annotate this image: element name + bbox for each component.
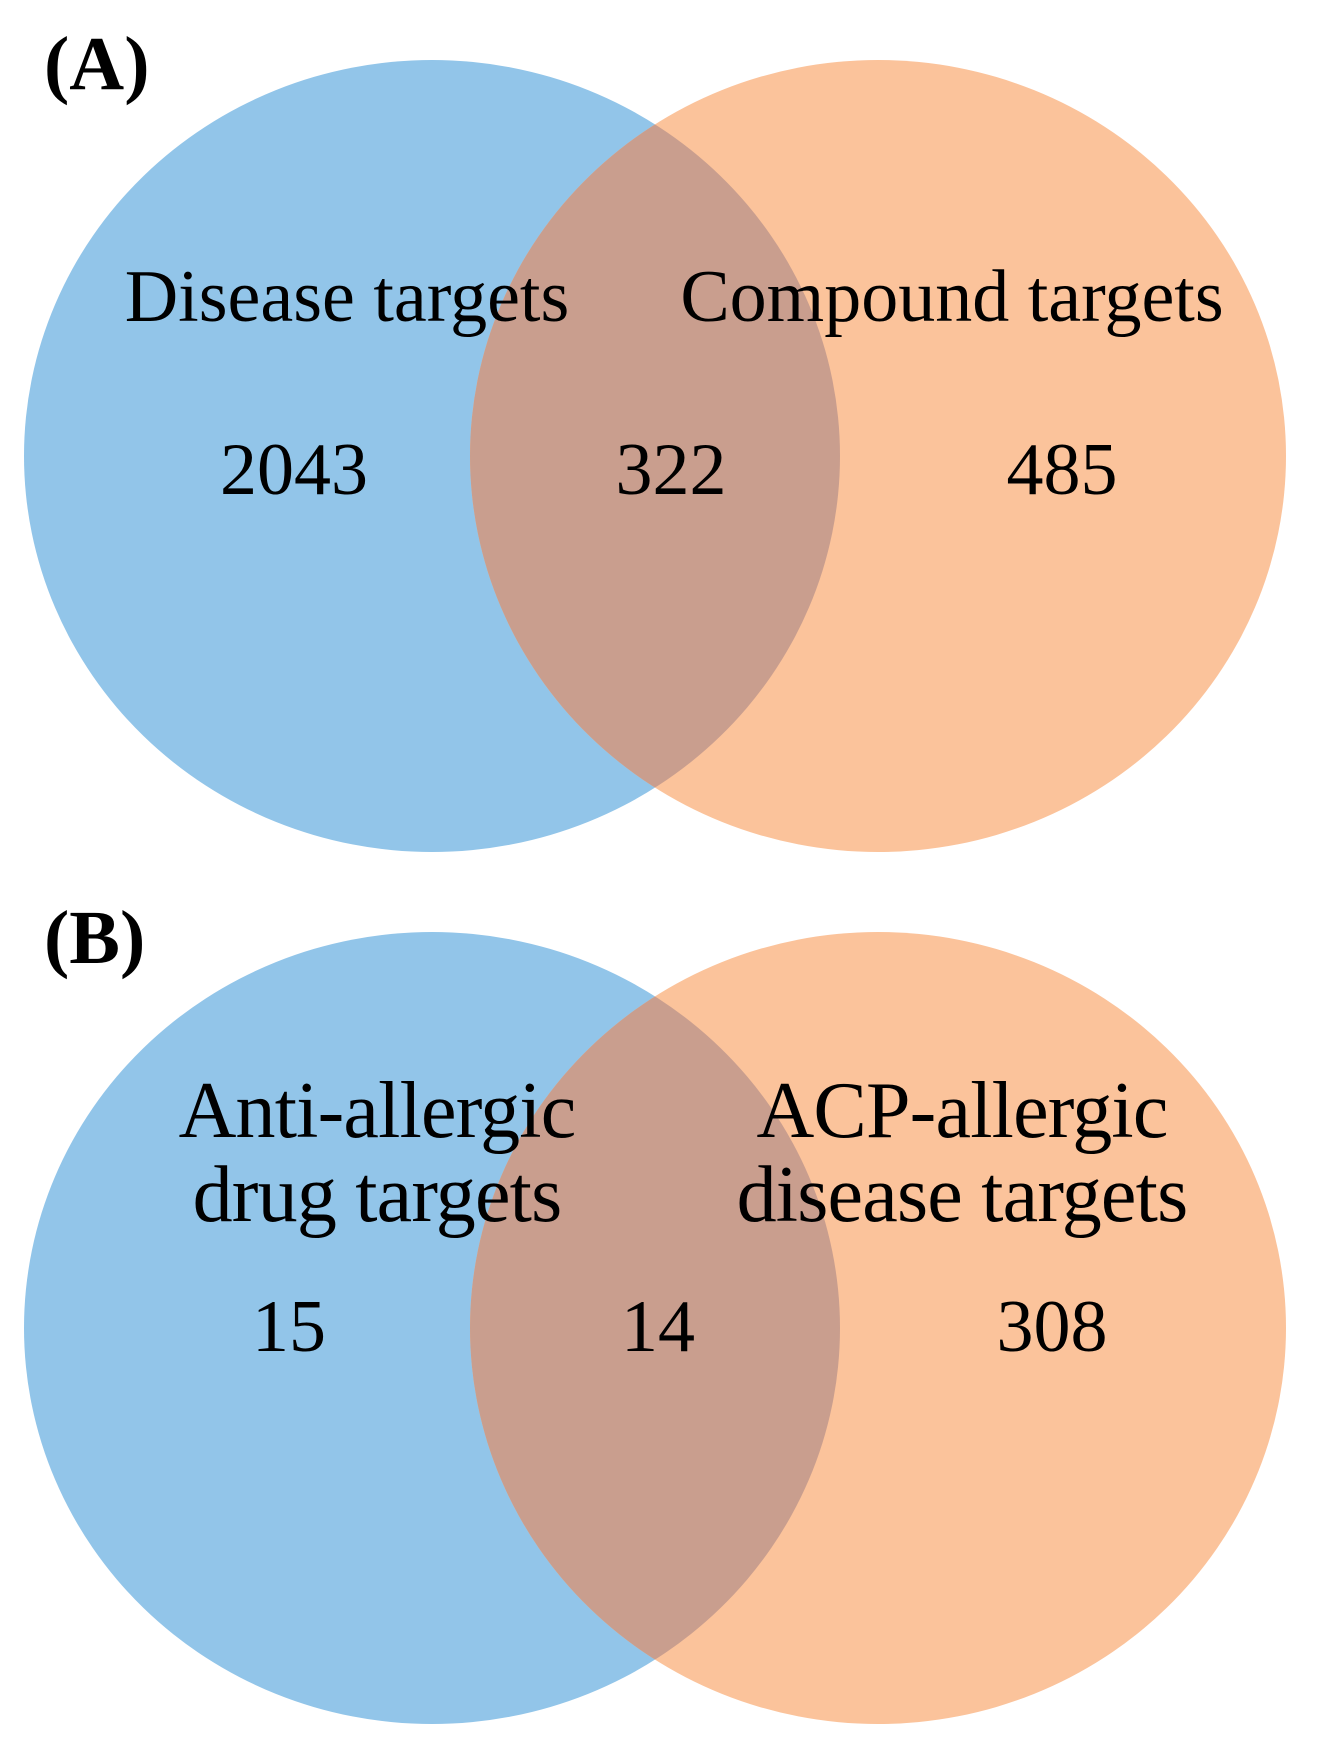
panel-b-left-set-label-line2: drug targets [192, 1151, 563, 1239]
panel-b-letter: (B) [44, 896, 146, 980]
panel-a-right-set-label: Compound targets [680, 256, 1224, 338]
panel-a-venn [24, 60, 1286, 852]
panel-b-overlap-region [470, 932, 840, 1724]
panel-b-venn [24, 932, 1286, 1724]
panel-b-right-set-label-line2: disease targets [736, 1151, 1189, 1239]
panel-a-left-count: 2043 [220, 429, 368, 511]
panel-a-left-set-label: Disease targets [124, 256, 570, 338]
panel-b-right-count: 308 [996, 1286, 1108, 1368]
panel-a-letter: (A) [44, 22, 150, 106]
panel-a-overlap-count: 322 [615, 429, 727, 511]
panel-b-right-set-label: ACP-allergic disease targets [736, 1067, 1189, 1239]
panel-b-right-set-label-line1: ACP-allergic [756, 1067, 1168, 1155]
panel-b-left-set-label-line1: Anti-allergic [178, 1067, 577, 1155]
panel-b-overlap-count: 14 [621, 1286, 695, 1368]
panel-b-left-set-label: Anti-allergic drug targets [178, 1067, 577, 1239]
panel-a-overlap-region [470, 60, 840, 852]
panel-b-left-count: 15 [252, 1286, 326, 1368]
panel-a-right-count: 485 [1006, 429, 1118, 511]
